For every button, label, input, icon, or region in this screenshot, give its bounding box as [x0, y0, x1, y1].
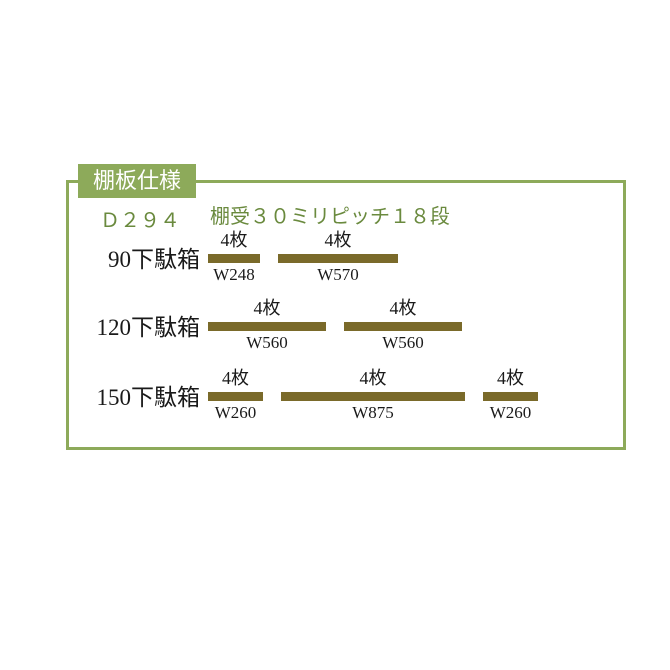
shelf-group: 4枚 W875: [281, 364, 465, 423]
shelf-bar: [208, 254, 260, 263]
shelf-width-label: W875: [281, 403, 465, 423]
shelf-group: 4枚 W260: [208, 364, 263, 423]
pitch-label: 棚受３０ミリピッチ１８段: [210, 200, 450, 229]
shelf-count: 4枚: [344, 294, 462, 320]
shelf-count: 4枚: [208, 294, 326, 320]
shelf-group: 4枚 W560: [208, 294, 326, 353]
row-label: 120下駄箱: [60, 308, 200, 342]
shelf-width-label: W560: [208, 333, 326, 353]
shelf-count: 4枚: [281, 364, 465, 390]
shelf-group: 4枚 W248: [208, 226, 260, 285]
shelf-bar: [208, 392, 263, 401]
shelf-bar: [208, 322, 326, 331]
row-label: 90下駄箱: [60, 240, 200, 274]
shelf-group: 4枚 W260: [483, 364, 538, 423]
shelf-bar: [483, 392, 538, 401]
shelf-group: 4枚 W560: [344, 294, 462, 353]
shelf-width-label: W260: [208, 403, 263, 423]
shelf-width-label: W248: [208, 265, 260, 285]
shelf-bar: [344, 322, 462, 331]
shelf-count: 4枚: [483, 364, 538, 390]
depth-label: Ｄ２９４: [100, 204, 180, 233]
title-tab: 棚板仕様: [78, 164, 196, 198]
shelf-width-label: W560: [344, 333, 462, 353]
row-label: 150下駄箱: [60, 378, 200, 412]
shelf-bar: [281, 392, 465, 401]
shelf-width-label: W570: [278, 265, 398, 285]
shelf-count: 4枚: [208, 226, 260, 252]
shelf-count: 4枚: [208, 364, 263, 390]
shelf-width-label: W260: [483, 403, 538, 423]
shelf-count: 4枚: [278, 226, 398, 252]
shelf-bar: [278, 254, 398, 263]
shelf-group: 4枚 W570: [278, 226, 398, 285]
